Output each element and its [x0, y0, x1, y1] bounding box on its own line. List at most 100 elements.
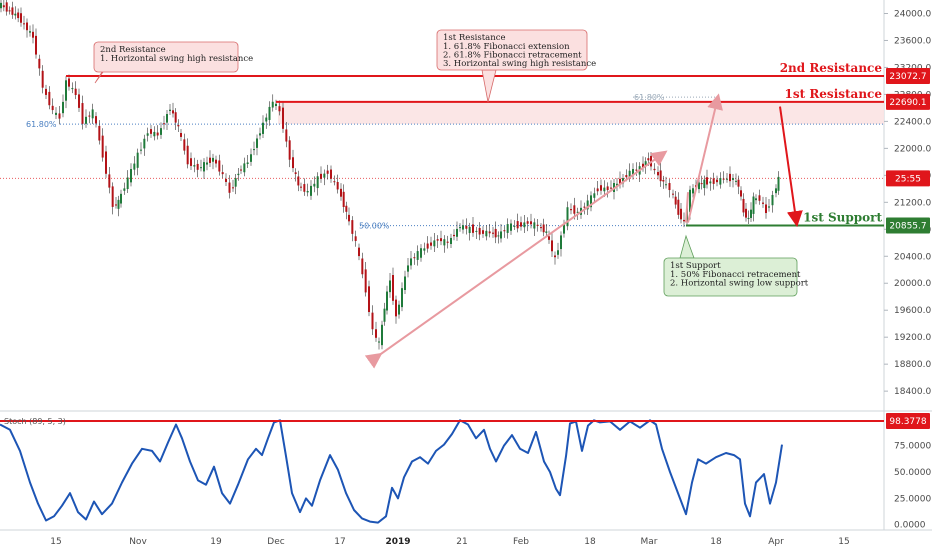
candle-body	[174, 112, 177, 123]
candle-body	[657, 171, 659, 176]
candle-body	[240, 169, 242, 171]
note-1st-res-title: 1st Resistance	[443, 33, 506, 43]
candle-body	[680, 208, 682, 220]
candle-body	[98, 125, 101, 141]
fib-label: 61.80%	[634, 93, 665, 102]
note-1st-sup-line: 2. Horizontal swing low support	[670, 279, 809, 289]
candle-body	[413, 257, 416, 259]
candle-body	[163, 123, 165, 125]
candle-body	[775, 188, 777, 194]
candle-body	[386, 291, 388, 311]
candle-body	[596, 188, 599, 192]
candle-body	[371, 312, 374, 330]
candle-body	[777, 176, 780, 191]
projection-arrow-down	[779, 106, 803, 228]
price-tick-label: 18800.0	[894, 360, 931, 370]
abc-arrow-up	[364, 150, 668, 369]
candle-body	[659, 170, 662, 182]
candle-body	[475, 230, 478, 232]
note-1st-sup-pointer	[679, 234, 695, 259]
price-badge-second-resistance-bg	[886, 68, 930, 85]
candle-body	[323, 173, 326, 178]
candle-body	[610, 187, 612, 189]
candle-body	[729, 173, 731, 182]
time-tick-label: 15	[838, 537, 849, 547]
candle-body	[430, 242, 432, 246]
note-1st-sup-title: 1st Support	[670, 261, 721, 271]
candle-body	[383, 308, 386, 322]
fib-label: 50.00%	[359, 222, 390, 231]
candle-body	[375, 329, 377, 338]
price-tick-label: 18400.0	[894, 387, 931, 397]
candle-body	[45, 88, 47, 95]
candle-body	[407, 265, 409, 272]
candle-body	[8, 10, 11, 12]
candle-body	[368, 286, 370, 313]
candle-body	[416, 251, 419, 260]
time-tick-label: 2019	[385, 537, 410, 547]
candle-body	[758, 195, 761, 201]
stoch-value-badge-bg	[886, 412, 930, 429]
current-price-badge-bg	[886, 170, 930, 187]
candle-body	[74, 88, 77, 96]
candle-body	[306, 190, 309, 193]
candle-body	[193, 165, 196, 167]
candle-body	[548, 236, 550, 240]
candle-body	[330, 169, 332, 179]
candle-body	[209, 157, 211, 163]
candle-body	[747, 217, 750, 219]
candle-body	[91, 109, 94, 119]
candle-body	[536, 224, 539, 226]
candle-body	[41, 70, 44, 88]
projection-arrow-stem	[685, 192, 689, 223]
level-label-first-resistance: 1st Resistance	[785, 87, 883, 101]
candle-body	[183, 139, 186, 151]
candle-body	[221, 172, 224, 175]
candle-body	[381, 324, 383, 346]
candle-body	[234, 178, 237, 187]
candle-body	[26, 22, 28, 31]
price-tick-label: 19200.0	[894, 333, 931, 343]
candle-body	[203, 162, 205, 172]
candle-body	[700, 183, 703, 185]
candle-body	[726, 178, 728, 180]
note-2nd-res-box	[93, 41, 239, 73]
candle-body	[672, 193, 674, 195]
candle-body	[600, 185, 602, 191]
candle-body	[243, 163, 246, 173]
candle-body	[647, 158, 650, 161]
candle-body	[58, 113, 61, 119]
candle-body	[358, 247, 360, 257]
resistance-zone	[278, 101, 884, 125]
candle-body	[709, 181, 712, 184]
candle-body	[351, 220, 354, 234]
candle-body	[215, 159, 217, 164]
candle-body	[285, 129, 288, 142]
candle-body	[336, 181, 339, 190]
stoch-tick-label: 25.0000	[894, 494, 931, 504]
note-2nd-res-pointer	[94, 71, 104, 84]
candle-body	[190, 158, 192, 166]
candle-body	[294, 172, 297, 175]
time-tick-label: 21	[456, 537, 467, 547]
note-1st-res-pointer	[481, 69, 497, 103]
candle-body	[719, 178, 722, 185]
candle-body	[440, 238, 442, 242]
level-label-first-support: 1st Support	[803, 211, 882, 225]
candle-body	[108, 174, 111, 188]
price-tick-label: 21200.0	[894, 198, 931, 208]
candle-body	[38, 58, 41, 69]
candle-body	[735, 180, 737, 182]
candle-body	[51, 105, 54, 111]
candle-body	[750, 209, 752, 218]
candle-body	[111, 186, 114, 207]
note-1st-res-box	[436, 29, 588, 71]
candle-body	[333, 181, 336, 183]
candle-body	[703, 179, 706, 189]
candle-body	[472, 224, 474, 233]
candle-body	[554, 255, 556, 258]
candle-body	[482, 230, 484, 234]
stoch-line	[0, 419, 783, 524]
candle-body	[288, 140, 291, 160]
candle-body	[683, 219, 685, 222]
